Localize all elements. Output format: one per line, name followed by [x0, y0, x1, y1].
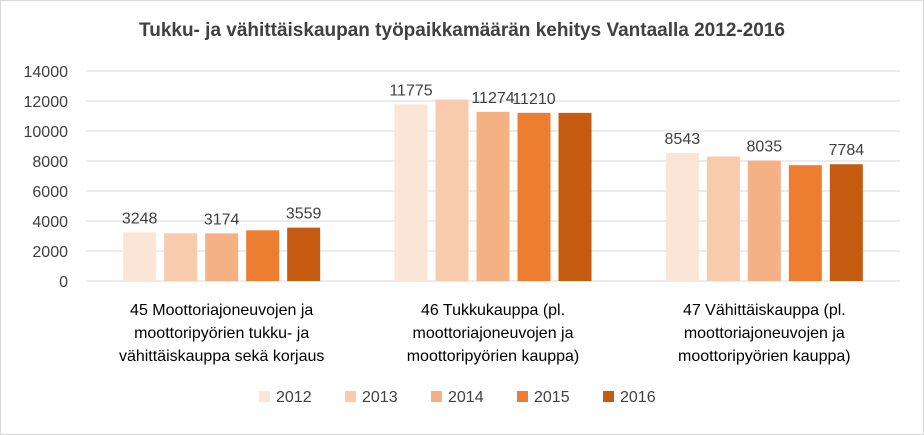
category-label: moottoripyörien tukku- ja: [134, 325, 309, 342]
data-label: 8543: [665, 131, 701, 148]
y-tick-label: 6000: [32, 184, 68, 201]
category-label: moottoriajoneuvojen ja: [684, 325, 845, 342]
bar: [476, 111, 510, 281]
bar: [706, 156, 740, 281]
bar: [829, 164, 863, 281]
bar: [517, 112, 551, 281]
data-label: 11274: [471, 90, 514, 107]
y-tick-label: 12000: [24, 94, 69, 111]
data-label: 8035: [747, 138, 783, 155]
bar: [665, 152, 699, 281]
bar: [788, 165, 822, 281]
data-label: 3248: [122, 210, 158, 227]
y-tick-label: 14000: [24, 64, 69, 81]
legend-label: 2013: [362, 389, 398, 406]
data-label: 3174: [204, 211, 240, 228]
category-label: vähittäiskauppa sekä korjaus: [119, 348, 324, 365]
category-label: moottoripyörien kauppa): [678, 348, 851, 365]
legend-label: 2015: [534, 389, 570, 406]
bar: [123, 232, 157, 281]
data-label: 7784: [829, 142, 865, 159]
category-label: moottoriajoneuvojen ja: [413, 325, 574, 342]
legend-swatch: [603, 391, 614, 402]
bar: [164, 233, 198, 281]
legend-label: 2016: [620, 389, 656, 406]
legend-label: 2012: [276, 389, 312, 406]
chart-title: Tukku- ja vähittäiskaupan työpaikkamäärä…: [139, 20, 785, 41]
bar: [246, 230, 280, 281]
category-label: moottoripyörien kauppa): [407, 348, 580, 365]
legend-swatch: [345, 391, 356, 402]
bar: [205, 233, 239, 281]
bar: [394, 104, 428, 281]
bar: [558, 112, 592, 281]
y-tick-label: 2000: [32, 244, 68, 261]
data-label: 3559: [286, 206, 322, 223]
y-tick-label: 0: [59, 274, 68, 291]
bar: [287, 227, 321, 281]
bar: [747, 160, 781, 281]
category-label: 47 Vähittäiskauppa (pl.: [683, 302, 846, 319]
y-tick-label: 10000: [24, 124, 69, 141]
data-label: 11775: [389, 82, 432, 99]
y-tick-label: 4000: [32, 214, 68, 231]
category-label: 46 Tukkukauppa (pl.: [421, 302, 565, 319]
legend-swatch: [431, 391, 442, 402]
category-label: 45 Moottoriajoneuvojen ja: [130, 302, 313, 319]
legend-swatch: [517, 391, 528, 402]
bar: [435, 99, 469, 281]
y-tick-label: 8000: [32, 154, 68, 171]
legend-swatch: [259, 391, 270, 402]
data-label: 11210: [512, 91, 555, 108]
legend-label: 2014: [448, 389, 484, 406]
